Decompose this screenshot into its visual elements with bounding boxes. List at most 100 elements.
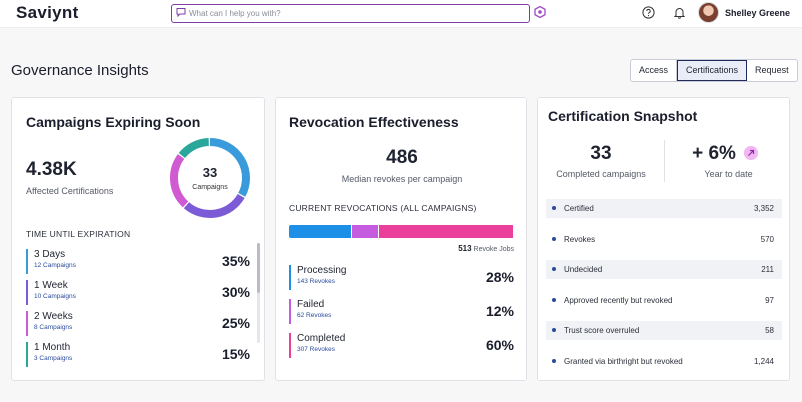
search-box[interactable] — [171, 4, 530, 23]
bullet-icon — [552, 328, 556, 332]
item-label: 1 Week — [34, 280, 68, 291]
revocations-stacked-bar — [289, 225, 514, 238]
scrollbar-thumb[interactable] — [257, 243, 260, 293]
section-title: CURRENT REVOCATIONS (ALL CAMPAIGNS) — [289, 203, 477, 213]
view-tabs: Access Certifications Request — [630, 59, 798, 82]
bar-segment — [352, 225, 379, 238]
bullet-icon — [552, 298, 556, 302]
revoke-jobs-total: 513 Revoke Jobs — [289, 244, 514, 253]
ytd-label: Year to date — [704, 169, 753, 179]
median-value: 486 — [386, 147, 418, 168]
row-value: 211 — [761, 265, 774, 274]
tab-access[interactable]: Access — [631, 60, 678, 81]
section-title: TIME UNTIL EXPIRATION — [26, 229, 131, 239]
item-sub: 10 Campaigns — [34, 293, 76, 300]
table-row[interactable]: Granted via birthright but revoked 1,244 — [546, 352, 782, 371]
item-pct: 15% — [221, 346, 250, 362]
bullet-icon — [552, 267, 556, 271]
completed-label: Completed campaigns — [556, 169, 646, 179]
list-item[interactable]: 1 Week 10 Campaigns — [26, 280, 76, 305]
item-label: Failed — [297, 299, 325, 310]
user-name[interactable]: Shelley Greene — [725, 8, 791, 18]
revocation-effectiveness-card: Revocation Effectiveness 486 Median revo… — [275, 97, 527, 381]
median-label: Median revokes per campaign — [341, 174, 463, 184]
donut-segment — [178, 138, 210, 159]
item-label: 2 Weeks — [34, 311, 73, 322]
top-bar: Saviynt Shelley Greene — [0, 0, 802, 28]
chat-icon — [176, 8, 186, 17]
app-logo[interactable]: Saviynt — [16, 3, 79, 22]
item-pct: 12% — [485, 303, 514, 319]
item-sub: 3 Campaigns — [34, 355, 73, 362]
trend-up-icon — [744, 146, 758, 160]
row-value: 97 — [765, 296, 774, 305]
certification-snapshot-card: Certification Snapshot 33 Completed camp… — [537, 97, 790, 381]
campaigns-expiring-card: Campaigns Expiring Soon 4.38K Affected C… — [11, 97, 265, 381]
item-pct: 28% — [485, 269, 514, 285]
card-title: Campaigns Expiring Soon — [26, 114, 201, 130]
item-label: 3 Days — [34, 249, 66, 260]
donut-segment — [170, 154, 189, 208]
search-input[interactable] — [189, 5, 519, 21]
bar-segment — [379, 225, 514, 238]
campaigns-donut — [170, 138, 250, 218]
ytd-value: + 6% — [692, 143, 736, 164]
list-item[interactable]: Failed 62 Revokes — [289, 299, 331, 324]
item-label: 1 Month — [34, 342, 71, 353]
item-sub: 8 Campaigns — [34, 324, 73, 331]
item-label: Processing — [297, 265, 347, 276]
affected-label: Affected Certifications — [26, 186, 114, 196]
page-title: Governance Insights — [11, 62, 149, 79]
completed-value: 33 — [590, 143, 612, 164]
affected-value: 4.38K — [26, 159, 77, 180]
row-label: Revokes — [564, 235, 596, 244]
list-item[interactable]: Completed 307 Revokes — [289, 333, 345, 358]
list-item[interactable]: 1 Month 3 Campaigns — [26, 342, 72, 367]
help-icon[interactable] — [642, 6, 655, 19]
bell-icon[interactable] — [673, 6, 686, 19]
ai-assistant-icon[interactable] — [534, 6, 546, 18]
total-label: Revoke Jobs — [473, 246, 514, 253]
donut-segment — [183, 193, 245, 218]
row-label: Undecided — [564, 265, 603, 274]
table-row[interactable]: Revokes 570 — [546, 230, 782, 249]
bar-segment — [289, 225, 352, 238]
row-value: 3,352 — [753, 204, 774, 213]
card-title: Certification Snapshot — [548, 108, 698, 124]
list-item[interactable]: 2 Weeks 8 Campaigns — [26, 311, 73, 336]
item-pct: 30% — [221, 284, 250, 300]
item-pct: 25% — [221, 315, 250, 331]
bullet-icon — [552, 206, 556, 210]
bullet-icon — [552, 359, 556, 363]
row-value: 58 — [765, 326, 774, 335]
tab-request[interactable]: Request — [755, 65, 789, 75]
row-label: Approved recently but revoked — [564, 296, 673, 305]
avatar[interactable] — [698, 2, 719, 23]
donut-segment — [209, 138, 250, 197]
donut-count: 33 — [202, 165, 218, 180]
row-value: 570 — [760, 235, 774, 244]
donut-label: Campaigns — [192, 184, 228, 191]
table-row[interactable]: Approved recently but revoked 97 — [546, 291, 782, 310]
table-row[interactable]: Trust score overruled 58 — [546, 321, 782, 340]
table-row[interactable]: Certified 3,352 — [546, 199, 782, 218]
item-sub: 62 Revokes — [297, 312, 332, 319]
item-pct: 35% — [221, 253, 250, 269]
scrollbar-track[interactable] — [257, 243, 260, 343]
list-item[interactable]: 3 Days 12 Campaigns — [26, 249, 76, 274]
item-sub: 12 Campaigns — [34, 262, 76, 269]
item-label: Completed — [297, 333, 346, 344]
item-pct: 60% — [485, 337, 514, 353]
item-sub: 307 Revokes — [297, 346, 335, 353]
table-row[interactable]: Undecided 211 — [546, 260, 782, 279]
card-title: Revocation Effectiveness — [289, 114, 459, 130]
total-value: 513 — [458, 244, 472, 253]
bullet-icon — [552, 237, 556, 241]
row-label: Granted via birthright but revoked — [564, 357, 683, 366]
row-label: Trust score overruled — [564, 326, 640, 335]
divider — [664, 140, 665, 182]
item-sub: 143 Revokes — [297, 278, 335, 285]
tab-certifications[interactable]: Certifications — [677, 60, 748, 81]
row-value: 1,244 — [753, 357, 774, 366]
list-item[interactable]: Processing 143 Revokes — [289, 265, 346, 290]
